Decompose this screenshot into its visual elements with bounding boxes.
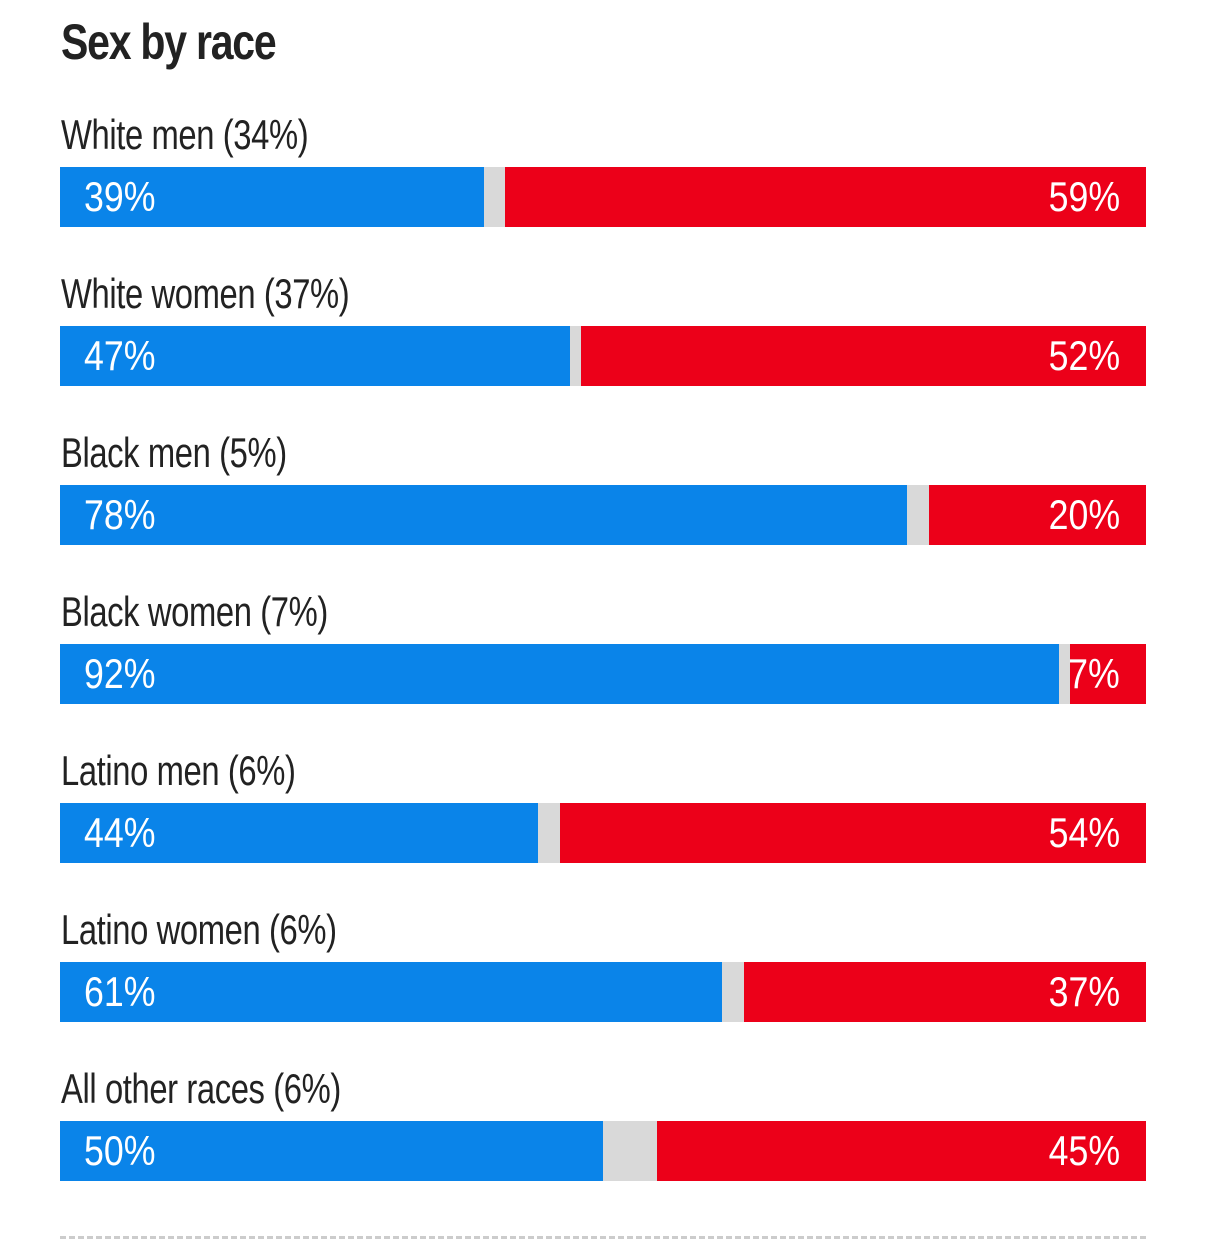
bar-segment-dem [60,962,722,1022]
bar-segment-dem [60,644,1059,704]
data-label-rep: 59% [1048,173,1120,220]
category-label: White men (34%) [61,111,309,158]
stacked-bar: 47% 52% [60,326,1146,386]
data-label-rep: 45% [1048,1127,1120,1174]
stacked-bar: 44% 54% [60,803,1146,863]
data-label-dem: 44% [84,809,156,856]
chart-title: Sex by race [61,14,277,70]
data-label-dem: 47% [84,332,156,379]
bar-segment-rep [581,326,1146,386]
category-label: Black men (5%) [61,429,287,476]
bar-segment-rep [1070,644,1146,704]
stacked-bar: 78% 20% [60,485,1146,545]
data-label-rep: 7% [1068,650,1120,697]
data-label-rep: 54% [1048,809,1120,856]
category-label: Latino women (6%) [61,906,337,953]
data-label-rep: 20% [1048,491,1120,538]
data-label-dem: 78% [84,491,156,538]
category-label: Black women (7%) [61,588,328,635]
bar-segment-rep [744,962,1146,1022]
data-label-dem: 92% [84,650,156,697]
bar-segment-rep [560,803,1146,863]
bar-segment-dem [60,1121,603,1181]
bar-segment-rep [929,485,1146,545]
bar-segment-rep [505,167,1146,227]
data-label-rep: 52% [1048,332,1120,379]
bar-segment-dem [60,326,570,386]
stacked-bar: 92% 7% [60,644,1146,704]
bar-segment-dem [60,803,538,863]
stacked-bar: 61% 37% [60,962,1146,1022]
bar-segment-dem [60,167,484,227]
category-label: White women (37%) [61,270,350,317]
section-divider [60,1236,1146,1239]
data-label-dem: 50% [84,1127,156,1174]
data-label-rep: 37% [1048,968,1120,1015]
stacked-bar: 39% 59% [60,167,1146,227]
bar-segment-rep [657,1121,1146,1181]
bar-segment-dem [60,485,907,545]
category-label: Latino men (6%) [61,747,296,794]
data-label-dem: 39% [84,173,156,220]
stacked-bar: 50% 45% [60,1121,1146,1181]
category-label: All other races (6%) [61,1065,341,1112]
data-label-dem: 61% [84,968,156,1015]
